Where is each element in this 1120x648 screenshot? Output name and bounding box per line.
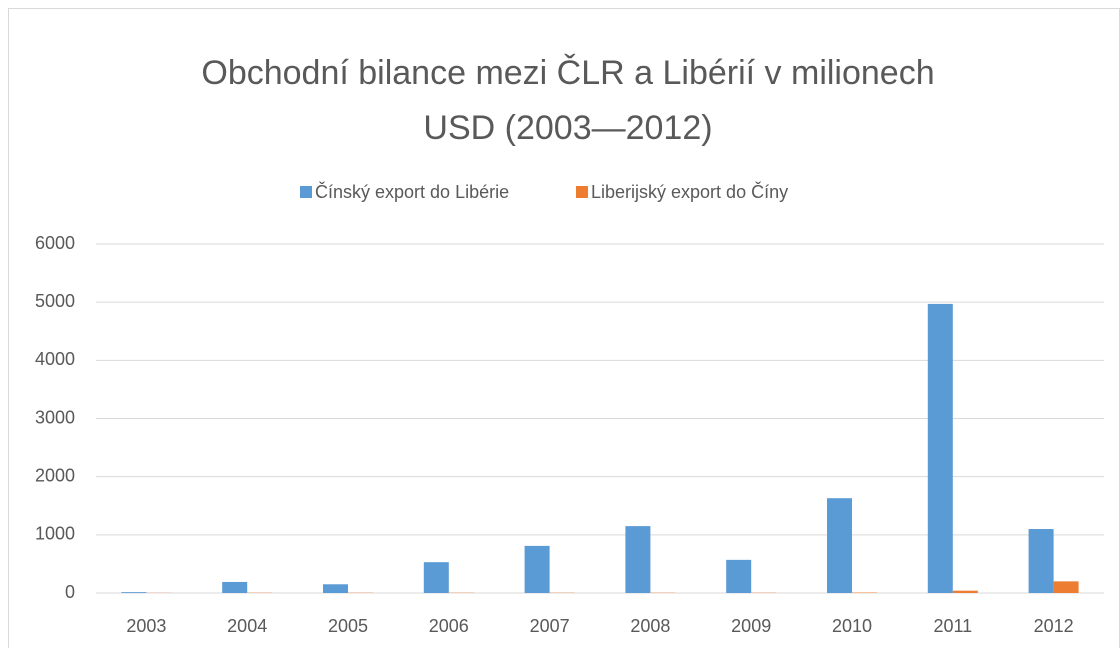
- bar: [952, 590, 978, 593]
- legend-swatch: [576, 186, 588, 198]
- bar: [222, 581, 248, 593]
- x-tick-label: 2008: [630, 616, 670, 636]
- legend-label: Čínský export do Libérie: [315, 181, 509, 202]
- bar: [423, 562, 449, 593]
- bar: [1028, 529, 1054, 593]
- chart-title: USD (2003—2012): [423, 109, 712, 147]
- x-tick-label: 2007: [530, 616, 570, 636]
- bar: [726, 559, 752, 593]
- y-tick-label: 6000: [35, 233, 75, 253]
- legend-label: Liberijský export do Číny: [591, 181, 788, 202]
- x-tick-label: 2012: [1034, 616, 1074, 636]
- y-tick-label: 2000: [35, 465, 75, 485]
- bar: [323, 584, 348, 593]
- x-tick-label: 2004: [227, 616, 267, 636]
- x-tick-label: 2006: [429, 616, 469, 636]
- bar: [927, 303, 953, 593]
- legend-swatch: [300, 186, 312, 198]
- y-tick-label: 5000: [35, 291, 75, 311]
- chart-title: Obchodní bilance mezi ČLR a Libérií v mi…: [201, 54, 934, 92]
- bar: [524, 545, 550, 593]
- x-tick-label: 2005: [328, 616, 368, 636]
- x-tick-label: 2009: [731, 616, 771, 636]
- y-tick-label: 4000: [35, 349, 75, 369]
- x-tick-label: 2003: [126, 616, 166, 636]
- y-tick-label: 0: [65, 582, 75, 602]
- x-tick-label: 2010: [832, 616, 872, 636]
- bar: [121, 592, 147, 593]
- y-tick-label: 3000: [35, 407, 75, 427]
- bar: [625, 526, 651, 593]
- x-tick-label: 2011: [933, 616, 972, 636]
- bar: [1053, 581, 1079, 593]
- bar: [827, 498, 852, 593]
- y-tick-label: 1000: [35, 524, 75, 544]
- chart-border: [8, 8, 1120, 648]
